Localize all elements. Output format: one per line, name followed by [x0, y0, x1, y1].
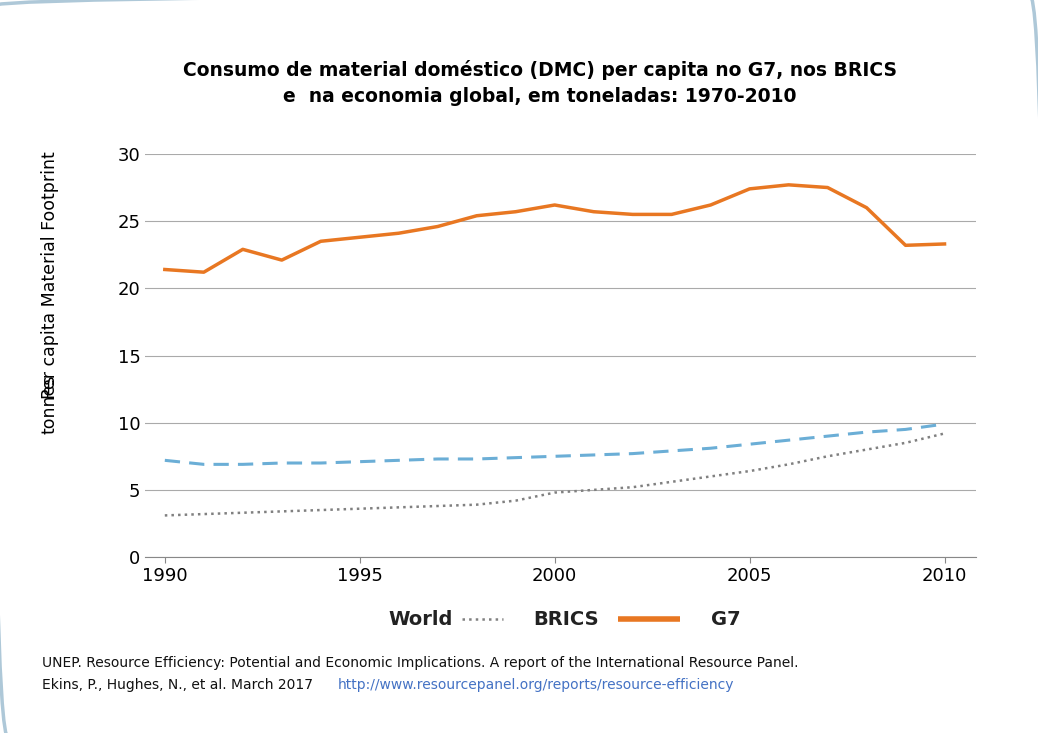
Text: e  na economia global, em toneladas: 1970-2010: e na economia global, em toneladas: 1970… — [283, 87, 796, 106]
Text: Ekins, P., Hughes, N., et al. March 2017: Ekins, P., Hughes, N., et al. March 2017 — [42, 678, 322, 693]
Text: BRICS: BRICS — [532, 610, 599, 629]
Text: World: World — [388, 610, 453, 629]
Text: UNEP. Resource Efficiency: Potential and Economic Implications. A report of the : UNEP. Resource Efficiency: Potential and… — [42, 656, 798, 671]
Text: G7: G7 — [711, 610, 741, 629]
Text: http://www.resourcepanel.org/reports/resource-efficiency: http://www.resourcepanel.org/reports/res… — [337, 678, 734, 693]
Text: tonnes: tonnes — [40, 374, 59, 434]
Text: Consumo de material doméstico (DMC) per capita no G7, nos BRICS: Consumo de material doméstico (DMC) per … — [183, 59, 897, 80]
Text: Per capita Material Footprint: Per capita Material Footprint — [40, 151, 59, 399]
